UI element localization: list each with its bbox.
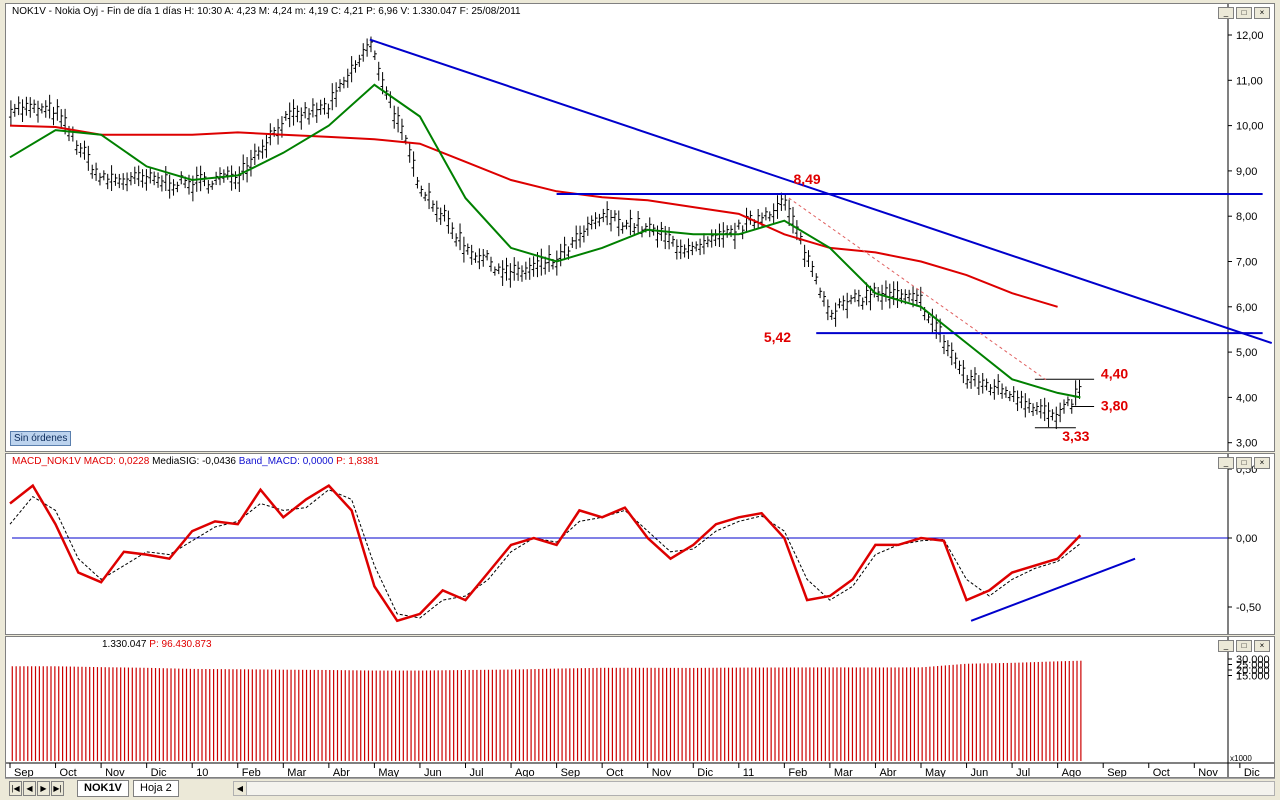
x-tick-label: Nov — [105, 767, 125, 777]
x-tick-label: Jul — [1016, 767, 1030, 777]
close-icon[interactable]: × — [1254, 640, 1270, 652]
macd-window-controls: _ □ × — [1218, 457, 1270, 469]
minimize-icon[interactable]: _ — [1218, 7, 1234, 19]
level-label: 3,80 — [1101, 397, 1128, 413]
macd-p: P: 1,8381 — [336, 456, 379, 467]
price-y-tick-label: 8,00 — [1236, 211, 1257, 223]
x-tick-label: Sep — [1107, 767, 1127, 777]
x-tick-label: May — [925, 767, 946, 777]
level-label: 5,42 — [764, 329, 791, 345]
maximize-icon[interactable]: □ — [1236, 640, 1252, 652]
level-label: 4,40 — [1101, 365, 1128, 381]
price-y-tick-label: 10,00 — [1236, 121, 1264, 133]
x-tick-label: 11 — [743, 767, 754, 777]
x-tick-label: Oct — [606, 767, 623, 777]
price-panel[interactable]: NOK1V - Nokia Oyj - Fin de día 1 días H:… — [5, 3, 1275, 452]
x-tick-label: Mar — [287, 767, 306, 777]
price-y-tick-label: 6,00 — [1236, 302, 1257, 314]
vol-y-tick-label: 20.000 — [1236, 665, 1270, 677]
x-tick-label: Mar — [834, 767, 853, 777]
close-icon[interactable]: × — [1254, 7, 1270, 19]
price-y-tick-label: 7,00 — [1236, 257, 1257, 269]
x-tick-label: Sep — [14, 767, 34, 777]
level-label: 3,33 — [1062, 428, 1089, 444]
x-tick-label: 10 — [196, 767, 208, 777]
macd-header: MACD_NOK1V MACD: 0,0228 MediaSIG: -0,043… — [12, 456, 379, 467]
price-y-tick-label: 3,00 — [1236, 438, 1257, 450]
macd-support-trendline — [970, 557, 1136, 622]
horizontal-scrollbar[interactable]: ◀ — [233, 781, 1275, 796]
x-tick-label: Nov — [652, 767, 672, 777]
vol-y-tick-label: 25.000 — [1236, 660, 1270, 672]
price-window-controls: _ □ × — [1218, 7, 1270, 19]
x-tick-label: Oct — [1153, 767, 1170, 777]
x-tick-label: Jun — [424, 767, 442, 777]
ma-short-line — [9, 83, 1081, 399]
sheet-bar: |◀ ◀ ▶ ▶| NOK1V Hoja 2 ◀ — [5, 778, 1275, 797]
prev-sheet-icon[interactable]: ◀ — [23, 781, 36, 796]
price-y-tick-label: 11,00 — [1236, 75, 1263, 87]
price-y-tick-label: 9,00 — [1236, 166, 1257, 178]
macd-signal: MediaSIG: -0,0436 — [152, 456, 236, 467]
x-tick-label: Feb — [242, 767, 261, 777]
minimize-icon[interactable]: _ — [1218, 457, 1234, 469]
last-sheet-icon[interactable]: ▶| — [51, 781, 64, 796]
vol-y-tick-label: 15.000 — [1236, 671, 1270, 683]
tab-nok1v[interactable]: NOK1V — [77, 780, 129, 797]
volume-unit: x1000 — [1230, 754, 1252, 763]
vol-y-tick-label: 30.000 — [1236, 654, 1270, 666]
signal-line — [9, 489, 1081, 619]
x-tick-label: Dic — [151, 767, 167, 777]
volume-p: P: 96.430.873 — [149, 639, 212, 650]
price-y-tick-label: 12,00 — [1236, 30, 1264, 42]
macd-value: MACD: 0,0228 — [83, 456, 150, 467]
x-tick-label: Ago — [1062, 767, 1082, 777]
price-y-tick-label: 4,00 — [1236, 392, 1257, 404]
tab-hoja-2[interactable]: Hoja 2 — [133, 780, 179, 797]
x-tick-label: Dic — [1244, 767, 1260, 777]
minimize-icon[interactable]: _ — [1218, 640, 1234, 652]
resistance-trendline — [369, 38, 1273, 344]
macd-name: MACD_NOK1V — [12, 456, 81, 467]
ma-long-line — [9, 124, 1058, 308]
x-tick-label: Abr — [879, 767, 896, 777]
x-tick-label: Feb — [788, 767, 807, 777]
price-chart: 12,00 11,00 10,00 9,00 8,00 7,00 6,00 5,00 4,00 3… — [8, 4, 1273, 451]
orders-badge[interactable]: Sin órdenes — [10, 431, 72, 446]
next-sheet-icon[interactable]: ▶ — [37, 781, 50, 796]
x-tick-label: May — [378, 767, 399, 777]
maximize-icon[interactable]: □ — [1236, 457, 1252, 469]
close-icon[interactable]: × — [1254, 457, 1270, 469]
maximize-icon[interactable]: □ — [1236, 7, 1252, 19]
macd-y-tick-label: -0,50 — [1236, 602, 1261, 614]
x-tick-label: Sep — [561, 767, 581, 777]
x-tick-label: Jun — [971, 767, 989, 777]
volume-panel[interactable]: 1.330.047 P: 96.430.873 _ □ × 30.000 25.0… — [5, 636, 1275, 778]
price-y-tick-label: 5,00 — [1236, 347, 1257, 359]
x-tick-label: Oct — [60, 767, 77, 777]
x-tick-label: Ago — [515, 767, 535, 777]
macd-panel[interactable]: MACD_NOK1V MACD: 0,0228 MediaSIG: -0,043… — [5, 453, 1275, 635]
first-sheet-icon[interactable]: |◀ — [9, 781, 22, 796]
x-tick-label: Jul — [470, 767, 484, 777]
level-label: 8,49 — [793, 171, 820, 187]
macd-y-tick-label: 0,00 — [1236, 533, 1257, 545]
volume-header: 1.330.047 P: 96.430.873 — [102, 639, 212, 650]
dashed-trendline — [788, 197, 1049, 382]
macd-band: Band_MACD: 0,0000 — [238, 456, 334, 467]
macd-line — [9, 483, 1082, 623]
volume-value: 1.330.047 — [102, 639, 147, 650]
macd-chart: 0,500,00-0,50 — [9, 454, 1261, 634]
scroll-left-icon[interactable]: ◀ — [234, 782, 247, 795]
price-header: NOK1V - Nokia Oyj - Fin de día 1 días H:… — [12, 6, 521, 17]
x-tick-label: Nov — [1198, 767, 1218, 777]
volume-window-controls: _ □ × — [1218, 640, 1270, 652]
x-tick-label: Abr — [333, 767, 350, 777]
x-tick-label: Dic — [697, 767, 713, 777]
